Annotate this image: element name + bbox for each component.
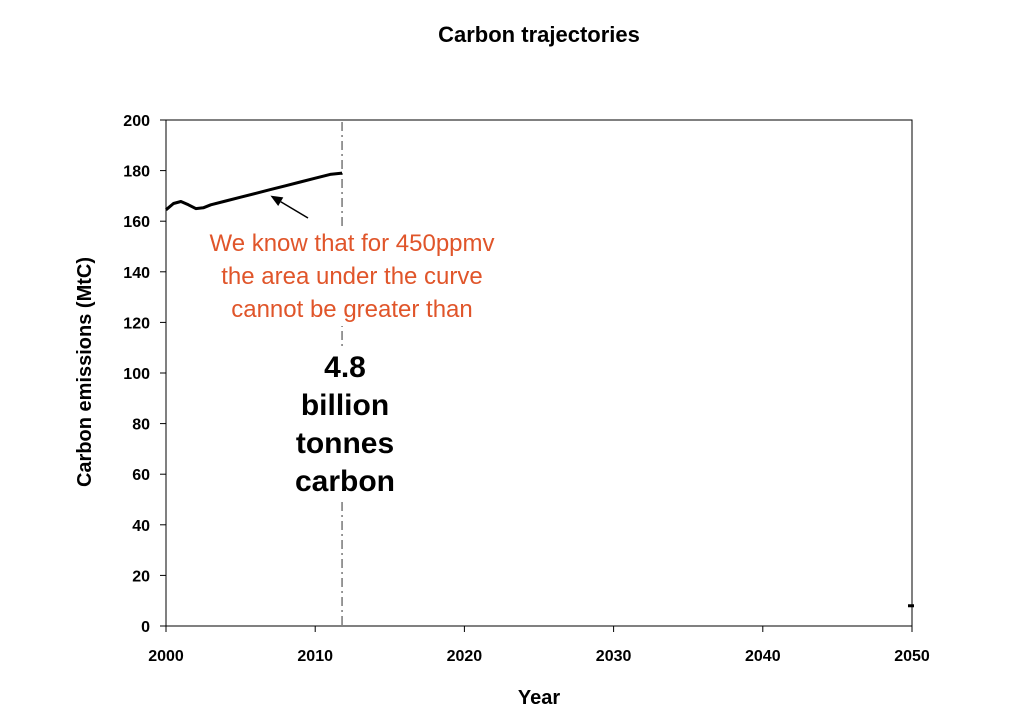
black-annotation-line: carbon bbox=[295, 465, 395, 498]
x-tick-label: 2030 bbox=[596, 648, 632, 665]
y-tick-label: 200 bbox=[123, 113, 150, 130]
x-tick-label: 2010 bbox=[297, 648, 333, 665]
x-tick-label: 2020 bbox=[447, 648, 483, 665]
y-tick-label: 40 bbox=[132, 518, 150, 535]
y-tick-label: 100 bbox=[123, 366, 150, 383]
y-tick-label: 20 bbox=[132, 568, 150, 585]
red-annotation-line: the area under the curve bbox=[221, 263, 483, 290]
y-tick-label: 0 bbox=[141, 619, 150, 636]
black-annotation-line: tonnes bbox=[296, 427, 394, 460]
y-tick-label: 160 bbox=[123, 214, 150, 231]
y-tick-label: 60 bbox=[132, 467, 150, 484]
annotation-arrowhead bbox=[270, 195, 284, 207]
black-annotation-line: 4.8 bbox=[324, 351, 366, 384]
y-tick-label: 180 bbox=[123, 164, 150, 181]
y-tick-label: 140 bbox=[123, 265, 150, 282]
red-annotation-line: cannot be greater than bbox=[231, 296, 473, 323]
annotation-arrow bbox=[280, 201, 309, 219]
series-line bbox=[165, 171, 343, 211]
black-annotation-background bbox=[290, 348, 402, 498]
x-tick-label: 2000 bbox=[148, 648, 184, 665]
red-annotation: We know that for 450ppmv the area under t… bbox=[186, 226, 520, 326]
x-tick-label: 2040 bbox=[745, 648, 781, 665]
plot-frame bbox=[165, 119, 913, 627]
black-annotation: 4.8 billion tonnes carbon bbox=[290, 348, 402, 498]
chart-title: Carbon trajectories bbox=[438, 22, 640, 47]
red-annotation-background bbox=[186, 226, 520, 326]
y-tick-label: 120 bbox=[123, 315, 150, 332]
x-axis-label: Year bbox=[518, 687, 560, 709]
black-annotation-line: billion bbox=[301, 389, 389, 422]
red-annotation-line: We know that for 450ppmv bbox=[209, 230, 494, 257]
x-axis-ticks: 2000 2010 2020 2030 2040 2050 bbox=[148, 626, 930, 665]
y-axis-ticks: 0 20 40 60 80 100 120 140 160 180 200 bbox=[123, 113, 166, 636]
y-axis-label: Carbon emissions (MtC) bbox=[74, 257, 96, 487]
x-tick-label: 2050 bbox=[894, 648, 930, 665]
y-tick-label: 80 bbox=[132, 417, 150, 434]
